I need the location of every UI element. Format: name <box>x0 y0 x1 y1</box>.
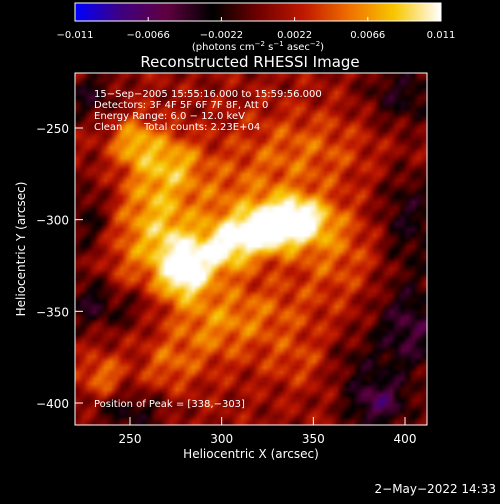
colorbar-tick-label: 0.0066 <box>350 30 385 41</box>
annotation-total-counts: Total counts: 2.23E+04 <box>143 122 260 133</box>
heatmap-image <box>75 73 427 425</box>
x-axis-ticks: 250 300 350 400 <box>119 417 417 446</box>
annotation-peak-position: Position of Peak = [338,−303] <box>94 399 245 410</box>
x-tick-label: 350 <box>302 432 325 446</box>
colorbar-tick-label: −0.0066 <box>127 30 170 41</box>
y-tick-label: −300 <box>36 214 69 228</box>
colorbar-unit-end: ) <box>320 42 324 53</box>
footer-date: 2−May−2022 14:33 <box>375 482 497 496</box>
colorbar-unit-sup1: −2 <box>255 40 265 48</box>
annotation-method: Clean <box>94 122 122 133</box>
colorbar-unit-main: (photons cm <box>192 42 255 53</box>
colorbar-tick-label: 0.011 <box>427 30 456 41</box>
y-axis-label: Heliocentric Y (arcsec) <box>14 182 28 317</box>
colorbar-unit-label: (photons cm−2 s−1 asec−2) <box>192 40 324 53</box>
plot-area: 250 300 350 400 −250 −300 −350 −400 <box>36 72 428 446</box>
y-tick-label: −400 <box>36 397 69 411</box>
colorbar-tick-label: −0.011 <box>56 30 93 41</box>
colorbar-tick-label: 0.0022 <box>277 30 312 41</box>
y-axis-ticks: −250 −300 −350 −400 <box>36 122 83 411</box>
colorbar-unit-mid1: s <box>265 42 273 53</box>
y-tick-label: −250 <box>36 122 69 136</box>
colorbar-tick-label: −0.0022 <box>200 30 243 41</box>
x-tick-label: 300 <box>210 432 233 446</box>
colorbar-ticks: −0.011 −0.0066 −0.0022 0.0022 0.0066 0.011 <box>56 17 455 41</box>
y-tick-label: −350 <box>36 305 69 319</box>
colorbar-gradient <box>75 3 441 21</box>
annotation-energy-range: Energy Range: 6.0 − 12.0 keV <box>94 111 245 122</box>
chart-title: Reconstructed RHESSI Image <box>140 53 359 71</box>
annotation-time-range: 15−Sep−2005 15:55:16.000 to 15:59:56.000 <box>94 89 322 100</box>
colorbar-frame <box>74 2 442 22</box>
annotations: 15−Sep−2005 15:55:16.000 to 15:59:56.000… <box>94 89 322 410</box>
colorbar: −0.011 −0.0066 −0.0022 0.0022 0.0066 0.011 (p… <box>56 2 455 53</box>
x-axis-label: Heliocentric X (arcsec) <box>183 447 319 461</box>
colorbar-unit-sup3: −2 <box>310 40 320 48</box>
plot-frame <box>74 72 428 426</box>
colorbar-unit-mid2: asec <box>284 42 310 53</box>
annotation-detectors: Detectors: 3F 4F 5F 6F 7F 8F, Att 0 <box>94 100 268 111</box>
x-tick-label: 250 <box>119 432 142 446</box>
colorbar-unit-sup2: −1 <box>273 40 283 48</box>
x-tick-label: 400 <box>394 432 417 446</box>
